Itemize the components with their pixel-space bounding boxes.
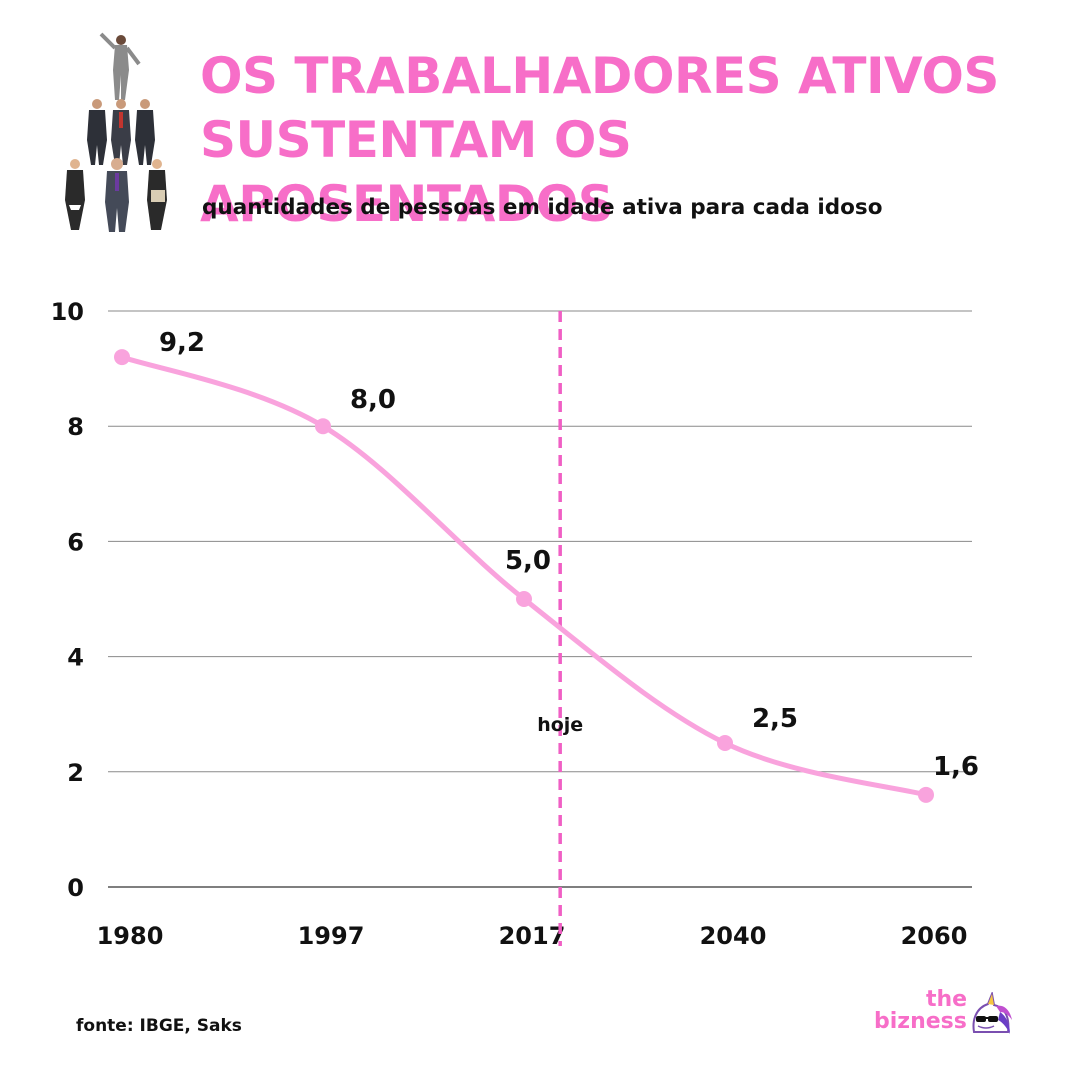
bottom-row-people: [65, 158, 167, 232]
title-line-2: SUSTENTAM OS APOSENTADOS: [200, 111, 632, 233]
today-marker: hoje: [537, 311, 583, 946]
x-tick-label: 2040: [700, 922, 767, 950]
data-point: [516, 591, 532, 607]
y-tick-label: 6: [67, 528, 84, 556]
data-label: 1,6: [933, 752, 979, 782]
unicorn-icon: [972, 992, 1012, 1034]
today-label: hoje: [537, 714, 583, 736]
y-tick-label: 4: [67, 644, 84, 672]
x-axis-ticks: 1980 1997 2017 2040 2060: [97, 922, 968, 950]
y-tick-label: 8: [67, 413, 84, 441]
x-tick-label: 1980: [97, 922, 164, 950]
brand-the: the: [926, 987, 968, 1012]
brand-logo: the bizness: [870, 988, 1020, 1038]
data-point: [114, 349, 130, 366]
data-label: 5,0: [505, 546, 551, 576]
gridlines: [108, 310, 972, 888]
x-tick-label: 2017: [499, 922, 566, 950]
y-axis-ticks: 0 2 4 6 8 10: [51, 298, 84, 902]
data-point: [717, 735, 733, 751]
y-tick-label: 2: [67, 759, 84, 787]
data-points: [114, 349, 934, 803]
source-note: fonte: IBGE, Saks: [76, 1016, 242, 1036]
data-label: 8,0: [350, 385, 396, 415]
title-line-1: OS TRABALHADORES ATIVOS: [200, 47, 999, 105]
data-point: [918, 786, 934, 803]
x-tick-label: 1997: [298, 922, 365, 950]
business-people-pyramid-illustration: [65, 32, 167, 232]
y-tick-label: 10: [51, 298, 84, 326]
data-labels: 9,2 8,0 5,0 2,5 1,6: [159, 328, 979, 782]
y-tick-label: 0: [67, 874, 84, 902]
middle-row-people: [87, 99, 155, 165]
data-point: [315, 418, 331, 435]
data-label: 2,5: [752, 704, 798, 734]
chart-subtitle: quantidades de pessoas em idade ativa pa…: [202, 195, 883, 220]
x-tick-label: 2060: [901, 922, 968, 950]
brand-bizness: bizness: [874, 1009, 967, 1034]
top-person: [99, 32, 141, 100]
page-title: OS TRABALHADORES ATIVOS SUSTENTAM OS APO…: [200, 44, 1060, 236]
data-label: 9,2: [159, 328, 205, 358]
